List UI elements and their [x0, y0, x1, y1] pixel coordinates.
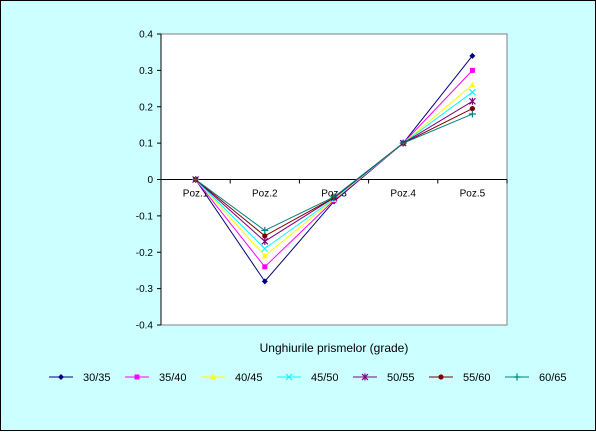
y-tick-label: -0.1 [136, 211, 154, 222]
legend-marker [285, 373, 293, 381]
legend-marker [513, 373, 521, 381]
legend-item: 50/55 [353, 372, 415, 384]
y-tick-label: -0.2 [136, 248, 154, 259]
legend-marker [438, 374, 444, 380]
y-tick-label: 0.2 [139, 102, 153, 113]
series-markers [192, 52, 476, 285]
legend-item: 40/45 [201, 372, 263, 384]
legend-marker [58, 374, 64, 380]
x-axis-title: Unghiurile prismelor (grade) [260, 341, 409, 355]
legend-item: 45/50 [277, 372, 339, 384]
y-tick-label: 0 [147, 175, 153, 186]
data-point [262, 264, 268, 270]
legend-label: 50/55 [387, 372, 415, 384]
data-point [330, 193, 338, 201]
legend-label: 40/45 [235, 372, 263, 384]
data-point [469, 105, 475, 112]
y-tick-label: 0.4 [139, 30, 153, 41]
legend-marker [361, 373, 369, 381]
y-tick-label: 0.3 [139, 66, 153, 77]
y-tick-label: -0.3 [136, 284, 154, 295]
legend-item: 60/65 [505, 372, 567, 384]
legend-marker [210, 374, 216, 380]
data-point [261, 278, 268, 285]
legend-label: 30/35 [83, 372, 111, 384]
legend-label: 35/40 [159, 372, 187, 384]
x-tick-label: Poz.2 [252, 189, 278, 200]
y-tick-label: 0.1 [139, 139, 153, 150]
data-point [261, 226, 269, 234]
data-point [262, 233, 268, 239]
legend-label: 45/50 [311, 372, 339, 384]
data-point [261, 237, 269, 245]
legend-label: 55/60 [463, 372, 491, 384]
y-tick-label: -0.4 [136, 321, 154, 332]
data-point [261, 245, 269, 253]
legend: 30/35 35/40 40/45 45/50 50/55 55/60 60/65 [49, 372, 567, 384]
x-tick-label: Poz.5 [460, 189, 486, 200]
data-point [469, 81, 476, 88]
x-tick-label: Poz.1 [183, 189, 209, 200]
legend-marker [134, 374, 140, 380]
data-point [261, 252, 268, 259]
data-point [399, 139, 407, 147]
legend-item: 35/40 [125, 372, 187, 384]
data-point [469, 67, 475, 73]
data-point [192, 176, 200, 183]
data-point [468, 88, 476, 96]
x-tick-label: Poz.4 [390, 189, 416, 200]
y-axis: 0.4 0.3 0.2 0.1 0 -0.1 -0.2 -0.3 -0.4 [136, 30, 162, 332]
data-point [468, 110, 476, 118]
legend-label: 60/65 [539, 372, 567, 384]
data-point [468, 97, 476, 105]
legend-item: 30/35 [49, 372, 111, 384]
legend-item: 55/60 [429, 372, 491, 384]
data-point [469, 52, 476, 59]
